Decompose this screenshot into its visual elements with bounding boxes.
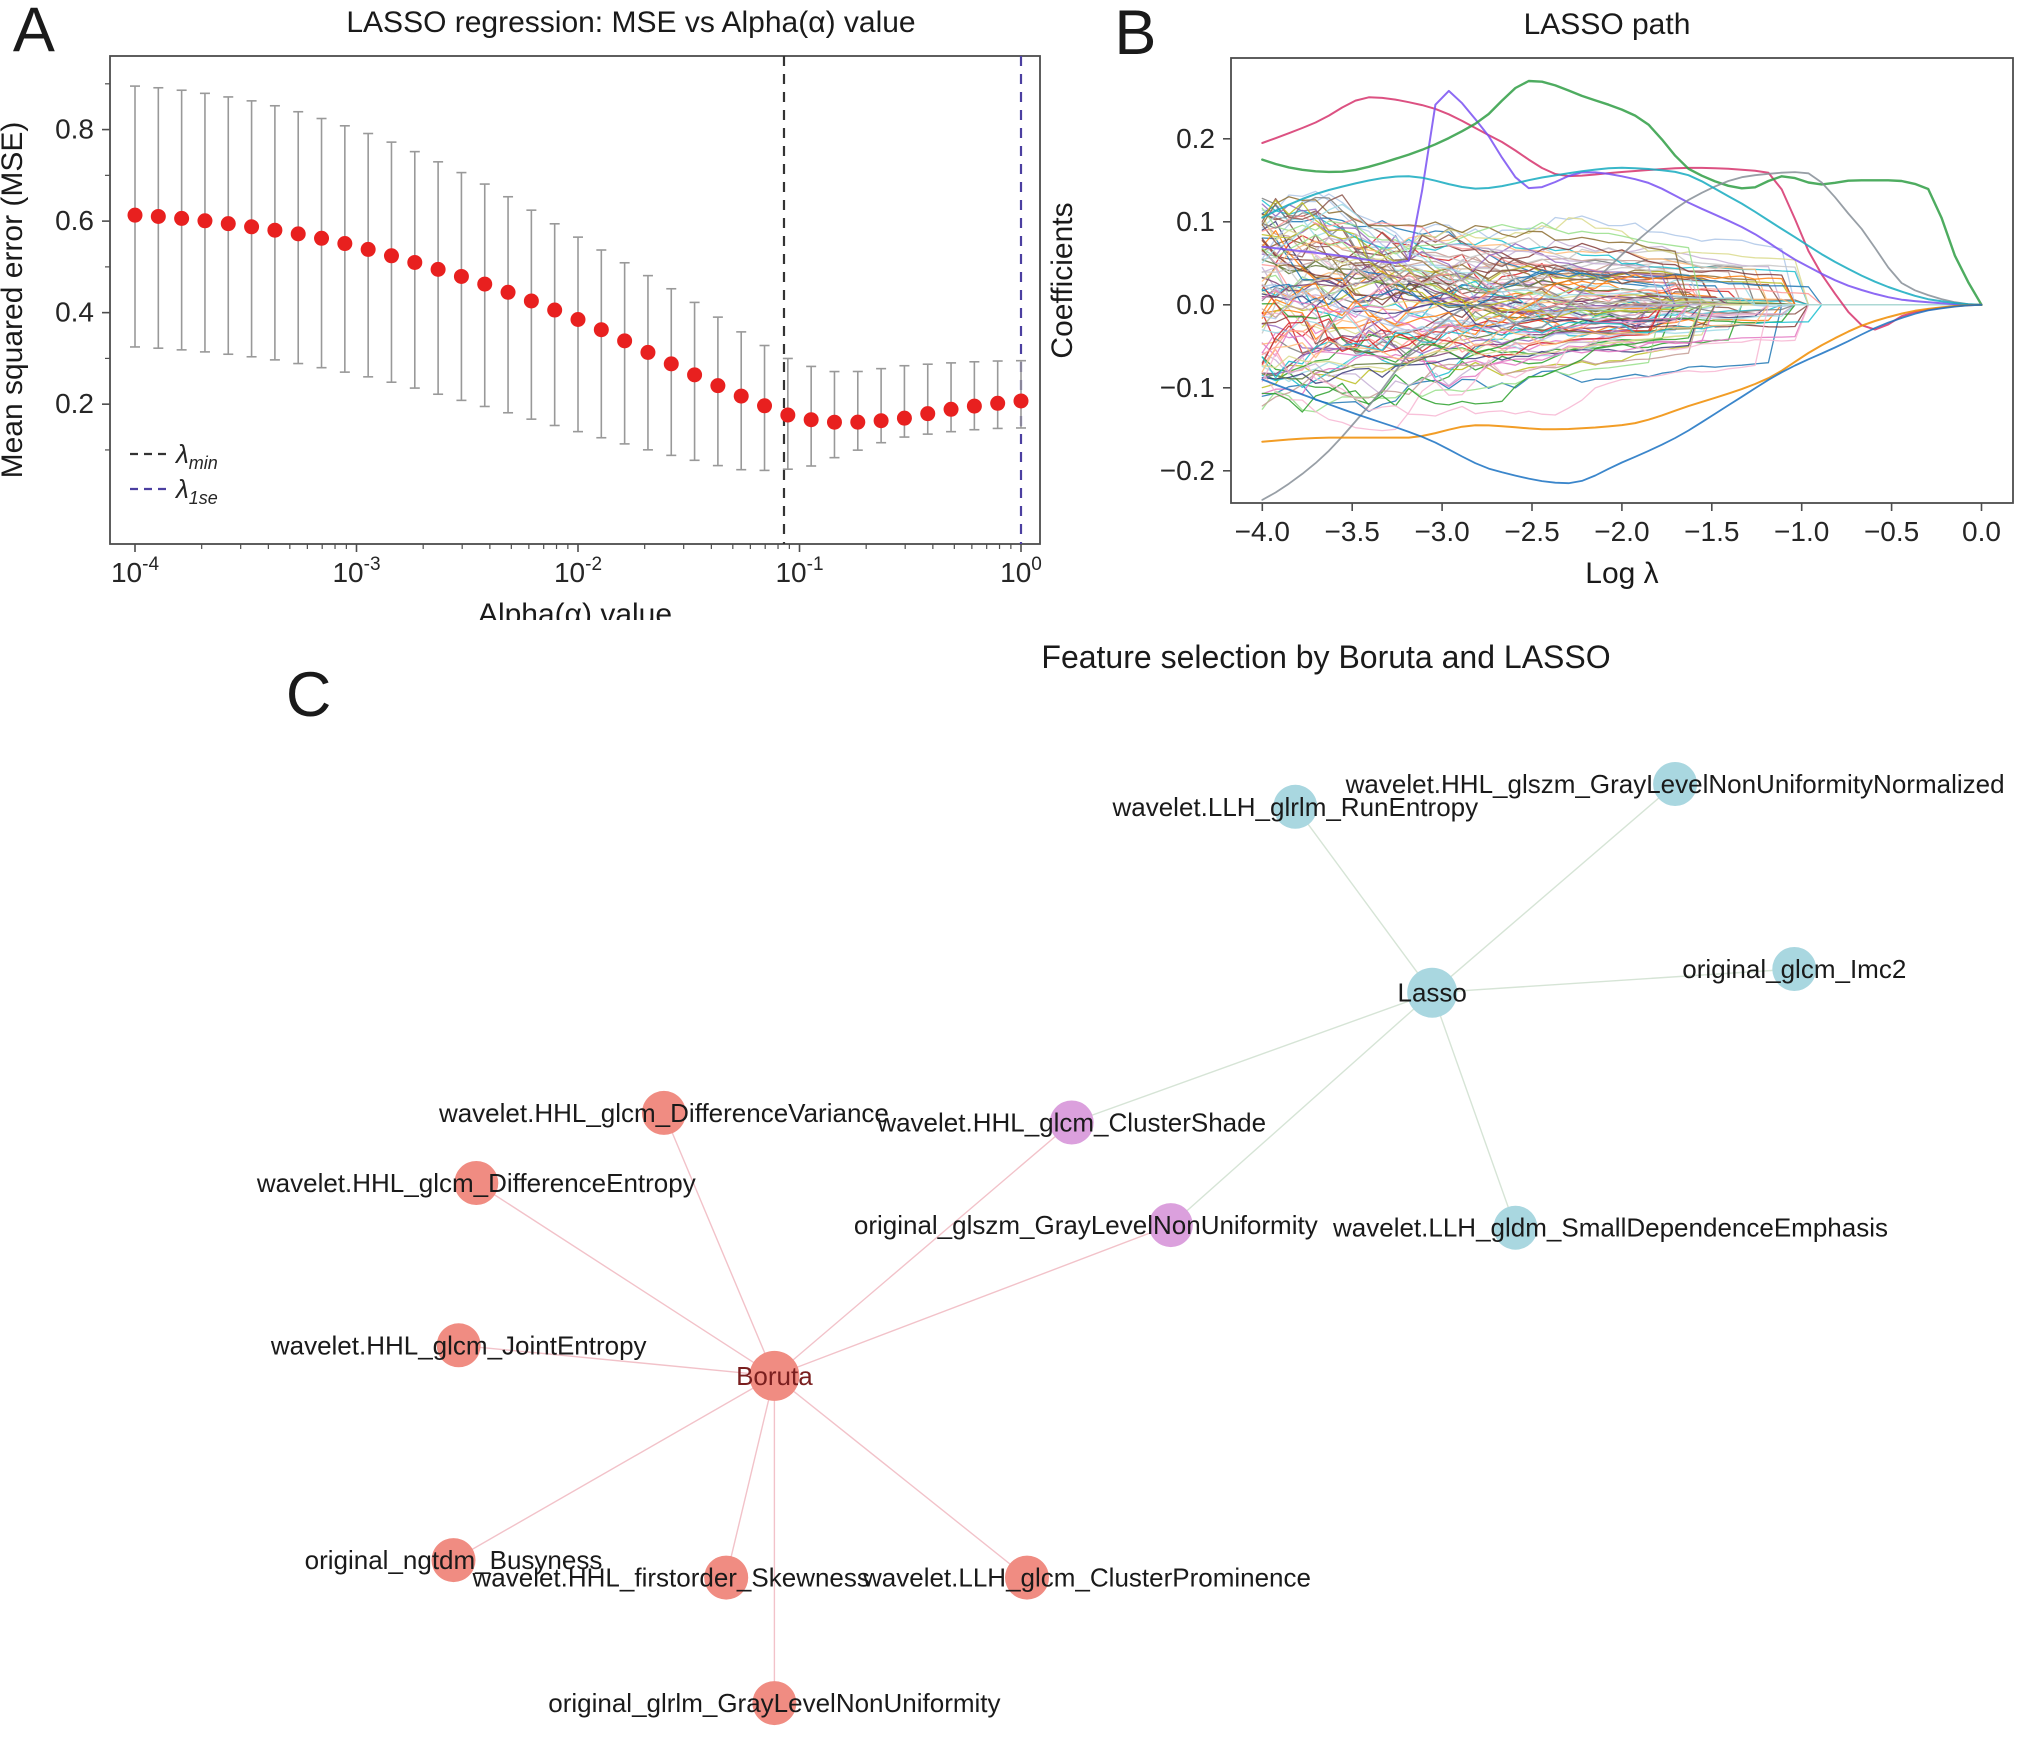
svg-text:original_glcm_Imc2: original_glcm_Imc2 xyxy=(1682,954,1906,984)
svg-text:wavelet.LLH_glcm_ClusterPromin: wavelet.LLH_glcm_ClusterProminence xyxy=(862,1563,1311,1593)
svg-text:−0.5: −0.5 xyxy=(1864,516,1919,547)
svg-text:original_glszm_GrayLevelNonUni: original_glszm_GrayLevelNonUniformity xyxy=(854,1210,1318,1240)
svg-text:0.6: 0.6 xyxy=(55,205,94,236)
svg-text:0.2: 0.2 xyxy=(1176,123,1215,154)
svg-text:10-1: 10-1 xyxy=(775,554,823,588)
svg-text:10-4: 10-4 xyxy=(111,554,159,588)
svg-text:−0.1: −0.1 xyxy=(1160,372,1215,403)
svg-text:wavelet.HHL_glcm_ClusterShade: wavelet.HHL_glcm_ClusterShade xyxy=(876,1108,1266,1138)
svg-text:0.4: 0.4 xyxy=(55,297,94,328)
svg-text:100: 100 xyxy=(1000,554,1042,588)
svg-text:Feature selection by Boruta an: Feature selection by Boruta and LASSO xyxy=(1041,639,1610,675)
svg-text:λmin: λmin xyxy=(174,439,218,473)
svg-text:Lasso: Lasso xyxy=(1398,978,1467,1008)
svg-text:−2.0: −2.0 xyxy=(1594,516,1649,547)
svg-text:Log λ: Log λ xyxy=(1585,557,1658,590)
svg-text:−3.0: −3.0 xyxy=(1414,516,1469,547)
svg-text:−1.5: −1.5 xyxy=(1684,516,1739,547)
svg-text:0.0: 0.0 xyxy=(1962,516,2001,547)
svg-text:−4.0: −4.0 xyxy=(1235,516,1290,547)
svg-text:wavelet.HHL_glszm_GrayLevelNon: wavelet.HHL_glszm_GrayLevelNonUniformity… xyxy=(1345,769,2005,799)
svg-text:−3.5: −3.5 xyxy=(1325,516,1380,547)
svg-text:LASSO path: LASSO path xyxy=(1524,8,1691,41)
svg-text:wavelet.HHL_glcm_JointEntropy: wavelet.HHL_glcm_JointEntropy xyxy=(270,1330,647,1360)
svg-text:0.8: 0.8 xyxy=(55,114,94,145)
svg-text:−0.2: −0.2 xyxy=(1160,455,1215,486)
svg-text:wavelet.LLH_gldm_SmallDependen: wavelet.LLH_gldm_SmallDependenceEmphasis xyxy=(1332,1213,1888,1243)
svg-text:0.1: 0.1 xyxy=(1176,206,1215,237)
svg-text:−2.5: −2.5 xyxy=(1504,516,1559,547)
svg-text:wavelet.HHL_glcm_DifferenceVar: wavelet.HHL_glcm_DifferenceVariance xyxy=(438,1098,889,1128)
svg-text:Mean squared error (MSE): Mean squared error (MSE) xyxy=(0,122,29,479)
svg-text:Alpha(α) value: Alpha(α) value xyxy=(478,598,672,620)
svg-text:0.2: 0.2 xyxy=(55,388,94,419)
svg-text:10-2: 10-2 xyxy=(554,554,602,588)
svg-text:Boruta: Boruta xyxy=(736,1361,813,1391)
svg-text:Coefficients: Coefficients xyxy=(1050,202,1079,358)
svg-text:original_glrlm_GrayLevelNonUni: original_glrlm_GrayLevelNonUniformity xyxy=(548,1688,1000,1718)
svg-text:λ1se: λ1se xyxy=(174,474,218,508)
svg-text:10-3: 10-3 xyxy=(332,554,380,588)
svg-text:LASSO regression: MSE vs Alpha: LASSO regression: MSE vs Alpha(α) value xyxy=(346,6,915,39)
svg-text:−1.0: −1.0 xyxy=(1774,516,1829,547)
svg-text:wavelet.HHL_glcm_DifferenceEnt: wavelet.HHL_glcm_DifferenceEntropy xyxy=(256,1168,696,1198)
svg-text:wavelet.HHL_firstorder_Skewnes: wavelet.HHL_firstorder_Skewness xyxy=(472,1563,870,1593)
svg-text:0.0: 0.0 xyxy=(1176,289,1215,320)
